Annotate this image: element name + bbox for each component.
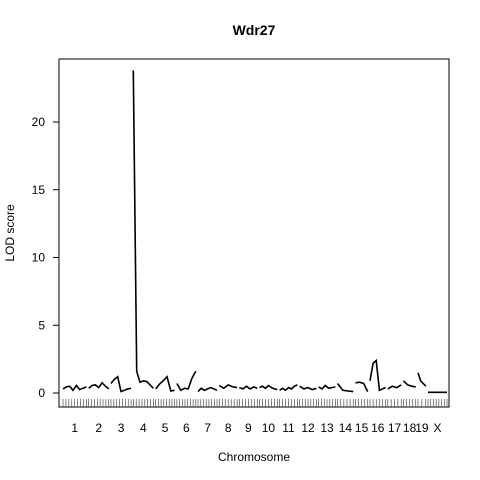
chromosome-label: 13 <box>320 421 334 435</box>
lod-line-chr-14 <box>336 383 354 393</box>
chromosome-label: 9 <box>245 421 252 435</box>
lod-line-chr-6 <box>176 370 197 392</box>
lod-line-chr-10 <box>259 384 278 391</box>
lod-line-chr-18 <box>402 380 416 388</box>
lod-line-chr-13 <box>318 384 336 390</box>
plot-frame <box>58 58 450 408</box>
chromosome-label: 2 <box>95 421 102 435</box>
lod-line-chr-11 <box>279 384 298 392</box>
y-tick-label: 20 <box>32 115 46 129</box>
chromosome-label: 7 <box>204 421 211 435</box>
chromosome-label: 3 <box>118 421 125 435</box>
lod-line-chr-15 <box>355 381 369 392</box>
chromosome-label: 18 <box>403 421 417 435</box>
lod-line-chr-12 <box>299 385 317 391</box>
y-tick-label: 5 <box>38 318 45 332</box>
lod-line-chr-16 <box>369 358 386 392</box>
chromosome-label: X <box>434 421 442 435</box>
chromosome-label: 17 <box>388 421 402 435</box>
lod-line-chr-4 <box>132 70 154 389</box>
y-axis-label: LOD score <box>3 204 17 262</box>
y-tick-label: 15 <box>32 183 46 197</box>
y-axis: 0 5 10 15 20 <box>32 115 59 400</box>
chromosome-label: 8 <box>225 421 232 435</box>
lod-line-chr-17 <box>387 384 402 390</box>
y-tick-label: 10 <box>32 251 46 265</box>
chromosome-label: 19 <box>415 421 429 435</box>
chromosome-label: 16 <box>371 421 385 435</box>
chromosome-label: 12 <box>301 421 315 435</box>
chromosome-label: 6 <box>183 421 190 435</box>
chromosome-label: 5 <box>162 421 169 435</box>
lod-line-chr-5 <box>155 375 175 392</box>
chromosome-label: 11 <box>282 421 295 435</box>
lod-line-chr-3 <box>110 375 132 393</box>
lod-line-chr-19 <box>417 372 427 387</box>
chromosome-label: 1 <box>71 421 78 435</box>
lod-line-chr-2 <box>88 381 110 390</box>
chromosome-label: 10 <box>262 421 276 435</box>
x-axis-label: Chromosome <box>218 450 290 464</box>
lod-line-chr-9 <box>239 385 258 390</box>
chromosome-label: 15 <box>355 421 369 435</box>
y-tick-label: 0 <box>38 386 45 400</box>
lod-line-chr-1 <box>62 384 87 392</box>
marker-rug <box>62 399 448 407</box>
chart-title: Wdr27 <box>233 22 276 38</box>
lod-series <box>62 70 447 394</box>
lod-line-chr-8 <box>218 383 238 390</box>
chromosome-label: 14 <box>339 421 353 435</box>
lod-line-chr-7 <box>197 386 218 393</box>
chromosome-label: 4 <box>140 421 147 435</box>
